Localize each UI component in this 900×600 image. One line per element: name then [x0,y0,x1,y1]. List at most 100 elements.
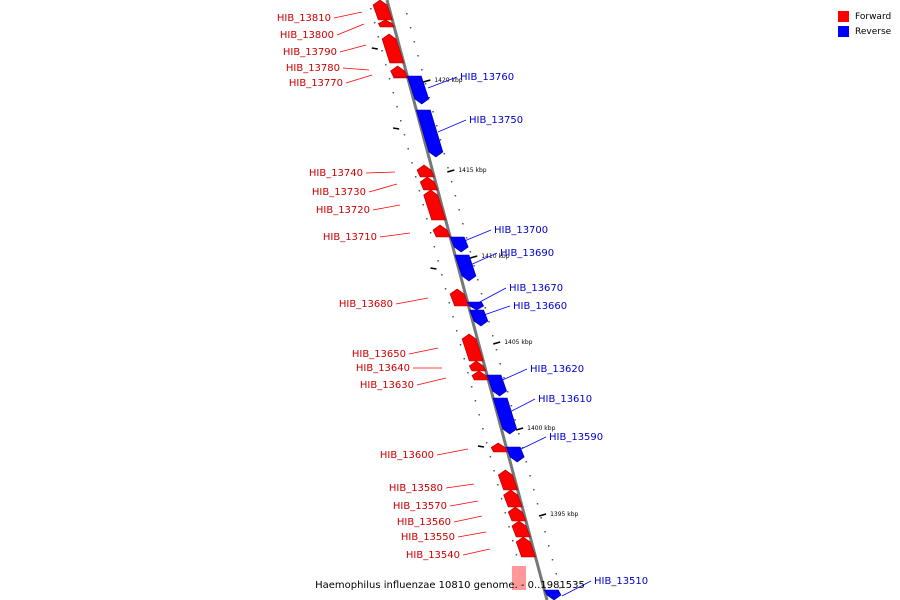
gene-label[interactable]: HIB_13620 [530,364,584,375]
gene-feature-hib_13660[interactable] [469,309,489,327]
axis-tick-label: 1415 kbp [458,167,486,174]
gene-label[interactable]: HIB_13610 [538,394,592,405]
gene-label[interactable]: HIB_13750 [469,115,523,126]
gene-label[interactable]: HIB_13700 [494,225,548,236]
minor-tick [428,97,431,99]
gene-label[interactable]: HIB_13660 [513,301,567,312]
gene-feature-hib_13810[interactable] [372,0,393,21]
gene-label[interactable]: HIB_13770 [289,78,343,89]
label-leader [462,548,491,556]
label-leader [365,171,396,174]
gene-label[interactable]: HIB_13710 [323,232,377,243]
label-leader [480,305,511,317]
minor-tick [454,195,457,197]
gene-label[interactable]: HIB_13790 [283,47,337,58]
gene-feature-hib_13630[interactable] [471,370,489,381]
gene-feature-hib_13570[interactable] [503,489,523,508]
gene-label[interactable]: HIB_13810 [277,13,331,24]
legend: Forward Reverse [838,9,898,39]
major-tick [477,445,485,448]
minor-tick [385,64,387,66]
gene-feature-hib_13730[interactable] [419,176,439,191]
gene-feature-hib_13600[interactable] [490,442,509,453]
major-tick [371,47,378,50]
gene-feature-hib_13700[interactable] [449,236,469,253]
gene-feature-hib_13550[interactable] [511,520,531,538]
minor-tick [480,293,483,295]
gene-label[interactable]: HIB_13590 [549,432,603,443]
minor-tick [559,587,561,589]
gene-feature-hib_13670[interactable] [467,301,485,311]
label-leader [457,531,487,538]
minor-tick [499,363,501,365]
minor-tick [400,120,402,122]
gene-label[interactable]: HIB_13630 [360,380,414,391]
minor-tick [381,50,383,52]
label-leader [379,232,411,238]
gene-label[interactable]: HIB_13580 [389,483,443,494]
gene-labels: HIB_13810 HIB_13800 HIB_13790 HIB_13780 HIB_… [277,13,648,587]
gene-label[interactable]: HIB_13720 [316,205,370,216]
minor-tick [500,498,503,500]
gene-label[interactable]: HIB_13600 [380,450,434,461]
minor-tick [521,447,524,449]
gene-feature-hib_13690[interactable] [454,254,477,282]
minor-tick [485,442,488,444]
minor-tick [503,377,505,379]
gene-feature-hib_13790[interactable] [381,33,405,64]
gene-feature-hib_13580[interactable] [497,469,519,491]
gene-feature-hib_13760[interactable] [406,75,430,105]
gene-feature-hib_13640[interactable] [468,360,487,372]
legend-label-forward: Forward [855,11,892,22]
gene-feature-hib_13610[interactable] [492,397,518,435]
gene-feature-hib_13750[interactable] [415,109,444,158]
gene-label[interactable]: HIB_13640 [356,363,410,374]
gene-feature-hib_13590[interactable] [505,446,525,463]
minor-tick [462,223,464,225]
minor-tick [548,545,550,547]
gene-label[interactable]: HIB_13800 [280,30,334,41]
minor-tick [452,316,454,318]
minor-tick [477,279,479,281]
minor-tick [515,554,518,556]
gene-feature-hib_13650[interactable] [461,333,484,362]
gene-label[interactable]: HIB_13760 [460,72,514,83]
axis-tick-label: 1400 kbp [527,425,555,432]
minor-tick [540,517,543,519]
highlight-region [512,566,526,590]
minor-tick [429,232,432,234]
gene-feature-hib_13780[interactable] [390,65,409,78]
gene-feature-hib_13770[interactable] [393,76,409,79]
gene-label[interactable]: HIB_13570 [393,501,447,512]
gene-feature-hib_13800[interactable] [377,19,395,28]
minor-tick [421,69,423,71]
major-tick [430,267,437,270]
gene-label[interactable]: HIB_13560 [397,517,451,528]
gene-label[interactable]: HIB_13780 [286,63,340,74]
gene-feature-hib_13560[interactable] [507,506,527,522]
minor-tick [488,321,490,323]
gene-feature-hib_13720[interactable] [423,189,447,221]
gene-label[interactable]: HIB_13670 [509,283,563,294]
gene-feature-hib_13710[interactable] [432,224,451,238]
gene-label[interactable]: HIB_13680 [339,299,393,310]
minor-tick [424,83,427,85]
gene-feature-hib_13740[interactable] [416,164,435,178]
gene-label[interactable]: HIB_13730 [312,187,366,198]
minor-tick [443,153,445,155]
gene-feature-hib_13680[interactable] [449,288,470,307]
gene-label[interactable]: HIB_13650 [352,349,406,360]
gene-label[interactable]: HIB_13540 [406,550,460,561]
major-tick [470,255,478,259]
gene-label[interactable]: HIB_13690 [500,248,554,259]
gene-label[interactable]: HIB_13510 [594,576,648,587]
minor-tick [418,190,421,192]
label-leader [372,204,401,211]
minor-tick [444,288,447,290]
reverse-swatch-icon [838,26,849,37]
gene-feature-hib_13510[interactable] [543,589,562,600]
gene-feature-hib_13540[interactable] [515,536,536,558]
gene-label[interactable]: HIB_13740 [309,168,363,179]
gene-label[interactable]: HIB_13550 [401,532,455,543]
gene-feature-hib_13620[interactable] [486,374,507,397]
